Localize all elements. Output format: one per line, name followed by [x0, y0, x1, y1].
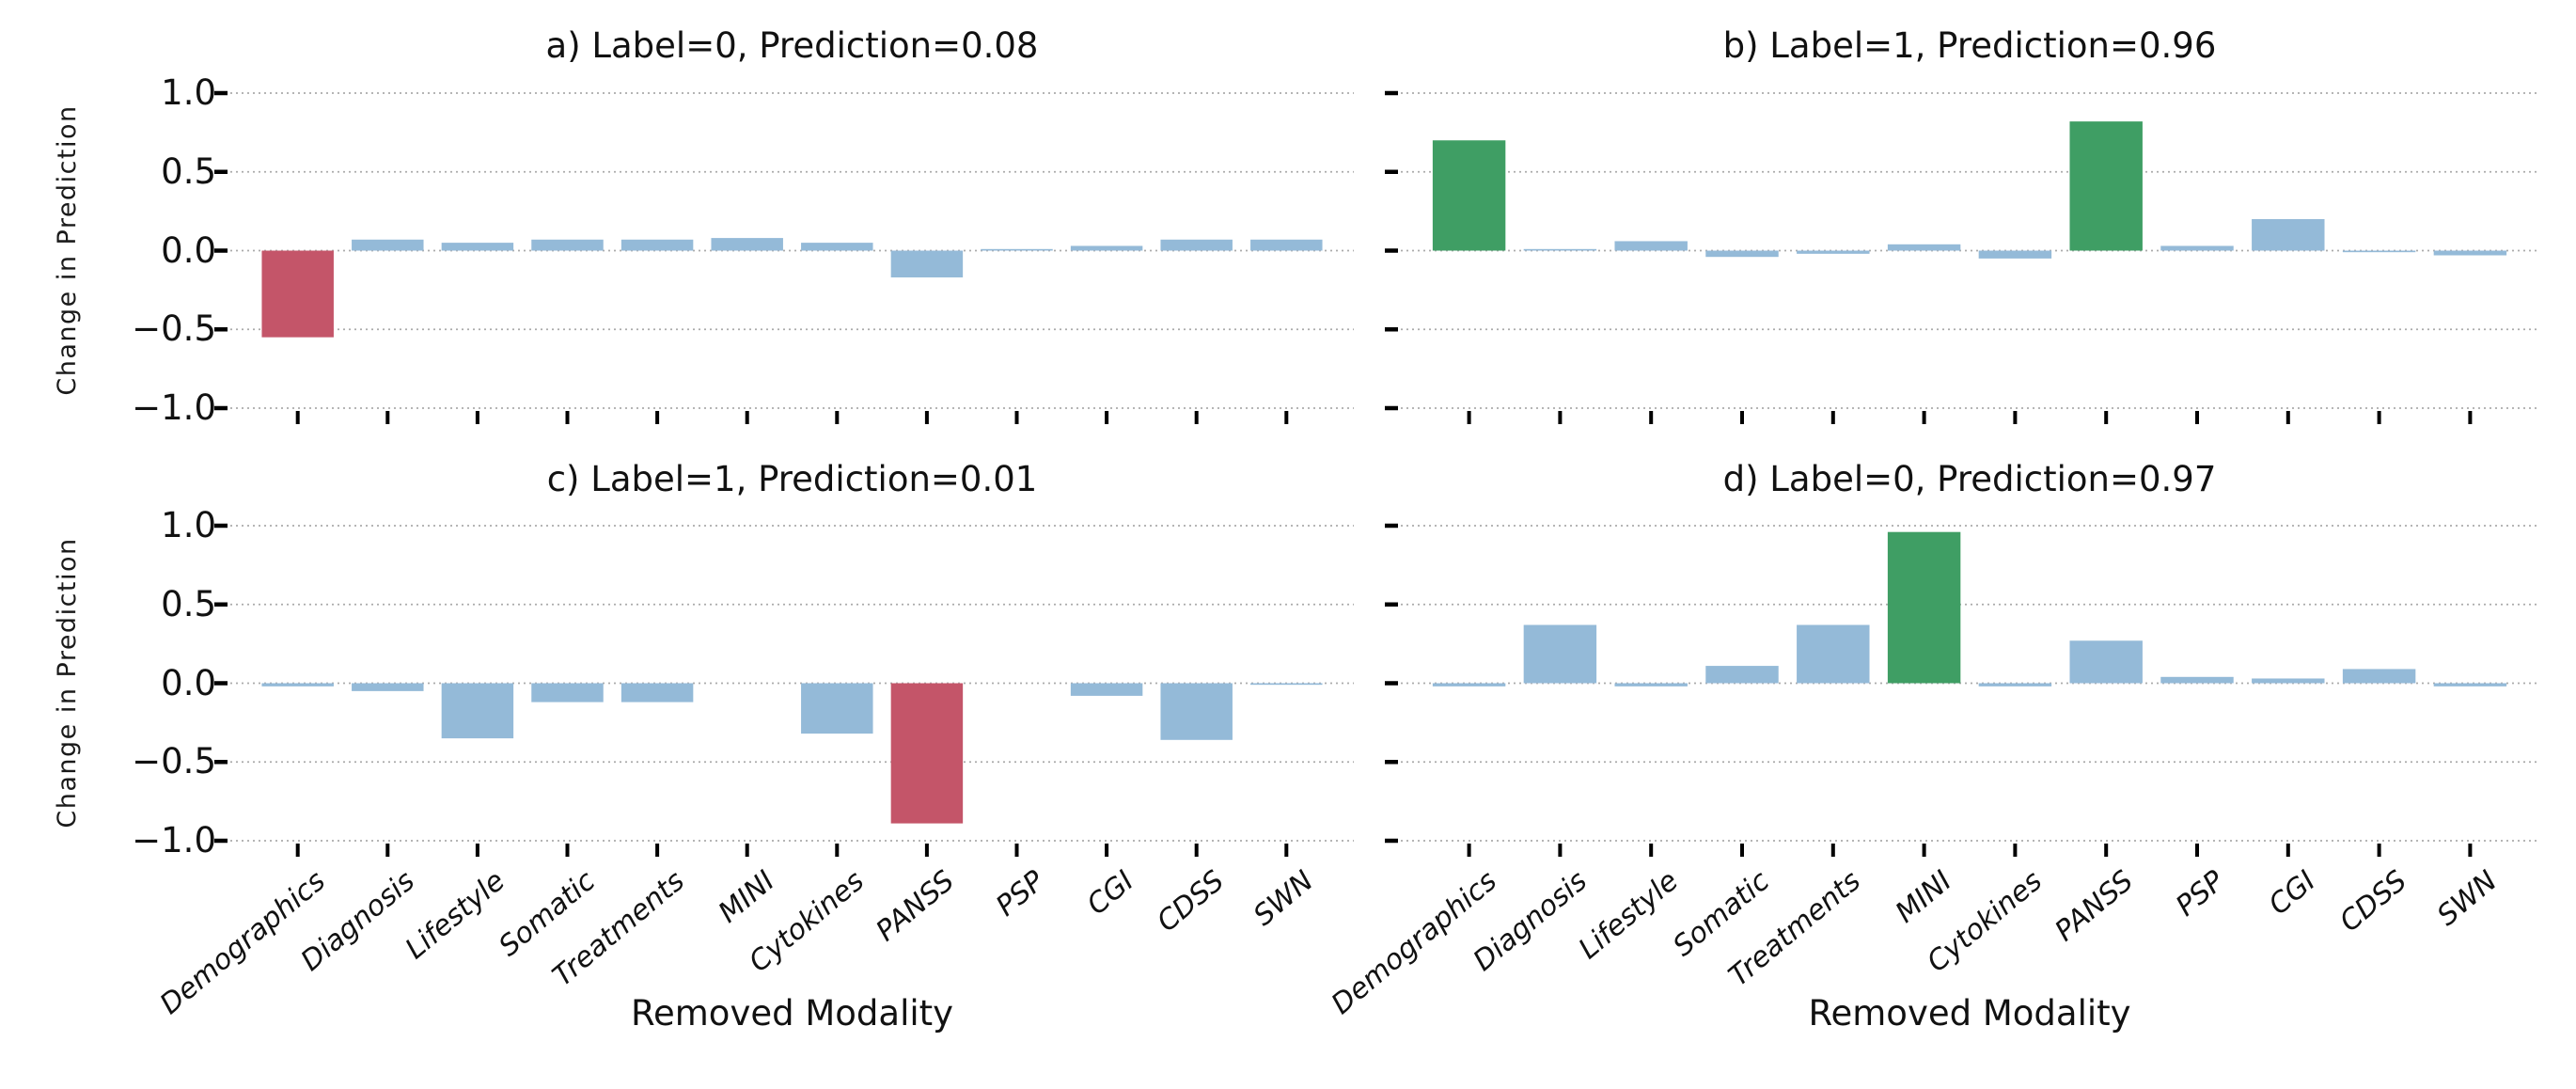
bar-d-Diagnosis: [1523, 624, 1597, 684]
y-tick-label: 0.0: [161, 229, 216, 271]
panel-b: [1385, 90, 2538, 424]
x-axis-label-right: Removed Modality: [1808, 993, 2131, 1034]
bar-d-PSP: [2160, 676, 2234, 684]
panel-c-title: c) Label=1, Prediction=0.01: [546, 459, 1038, 499]
panel-c-bars: [261, 683, 1323, 824]
bar-b-Treatments: [1797, 250, 1870, 254]
y-tick-label: −0.5: [132, 308, 216, 350]
bar-c-Cytokines: [801, 683, 873, 734]
panel-b-yticks: [1385, 90, 1398, 411]
bar-b-Demographics: [1432, 140, 1506, 251]
panel-b-title: b) Label=1, Prediction=0.96: [1722, 25, 2217, 66]
bar-d-SWN: [2433, 683, 2507, 687]
panel-a-xticks: [295, 411, 1289, 424]
panel-c: [214, 523, 1354, 857]
y-tick-label: 1.0: [161, 505, 216, 545]
bar-a-Demographics: [261, 250, 334, 338]
y-tick-label: 0.0: [161, 662, 216, 703]
bar-c-CGI: [1070, 683, 1143, 696]
bar-b-CDSS: [2342, 250, 2416, 253]
bar-a-Lifestyle: [441, 243, 514, 251]
y-axis-label-top-row: Change in Prediction: [53, 104, 82, 396]
bar-a-Somatic: [531, 239, 604, 251]
bar-a-PSP: [981, 248, 1053, 251]
panel-a-yticks: [214, 90, 228, 411]
y-tick-label: −0.5: [132, 741, 216, 782]
panel-b-xticks: [1467, 411, 2473, 424]
bar-c-PANSS: [890, 683, 964, 824]
bar-b-SWN: [2433, 250, 2507, 256]
bar-d-Demographics: [1432, 683, 1506, 687]
panel-a: [214, 90, 1354, 424]
bar-c-Treatments: [620, 683, 694, 702]
panel-d-title: d) Label=0, Prediction=0.97: [1722, 459, 2217, 499]
bar-c-CDSS: [1160, 683, 1233, 740]
panel-b-bars: [1432, 121, 2507, 259]
bar-a-Cytokines: [801, 243, 873, 251]
bar-c-Somatic: [531, 683, 604, 702]
panel-a-title: a) Label=0, Prediction=0.08: [545, 25, 1039, 66]
bar-a-MINI: [711, 238, 783, 251]
panel-d-xticks: [1467, 844, 2473, 857]
bar-c-Lifestyle: [441, 683, 514, 739]
panel-c-yticks: [214, 523, 228, 844]
bar-d-PANSS: [2069, 640, 2143, 684]
bar-b-MINI: [1887, 244, 1961, 251]
bar-d-Cytokines: [1978, 683, 2052, 687]
bar-d-CDSS: [2342, 669, 2416, 684]
bar-a-Diagnosis: [352, 239, 424, 251]
panel-d-yticks: [1385, 523, 1398, 844]
panel-a-bars: [261, 238, 1323, 338]
bar-c-Diagnosis: [352, 683, 424, 691]
y-tick-label: 0.5: [161, 150, 216, 192]
bar-d-Lifestyle: [1614, 683, 1688, 687]
bar-a-PANSS: [890, 250, 964, 277]
x-axis-label-left: Removed Modality: [630, 993, 954, 1034]
panel-d: [1385, 523, 2538, 857]
bar-b-Diagnosis: [1523, 248, 1597, 251]
bar-c-Demographics: [261, 683, 334, 687]
bar-c-SWN: [1250, 683, 1323, 686]
y-tick-label: 0.5: [161, 583, 216, 624]
bar-b-CGI: [2252, 219, 2325, 251]
y-tick-label: 1.0: [161, 72, 216, 113]
bar-b-PANSS: [2069, 121, 2143, 251]
bar-b-Somatic: [1705, 250, 1779, 258]
bar-d-MINI: [1887, 531, 1961, 684]
y-axis-label-bottom-row: Change in Prediction: [53, 537, 82, 829]
bar-a-Treatments: [620, 239, 694, 251]
bar-d-Somatic: [1705, 666, 1779, 684]
panel-c-xticks: [295, 844, 1289, 857]
bar-b-Lifestyle: [1614, 241, 1688, 251]
panel-d-bars: [1432, 531, 2507, 687]
bar-a-CGI: [1070, 245, 1143, 251]
bar-b-Cytokines: [1978, 250, 2052, 259]
bar-d-Treatments: [1797, 624, 1870, 684]
y-tick-label: −1.0: [132, 820, 216, 860]
y-tick-label: −1.0: [132, 387, 216, 428]
bar-a-CDSS: [1160, 239, 1233, 251]
bar-d-CGI: [2252, 678, 2325, 684]
bar-b-PSP: [2160, 245, 2234, 251]
bar-a-SWN: [1250, 239, 1323, 251]
